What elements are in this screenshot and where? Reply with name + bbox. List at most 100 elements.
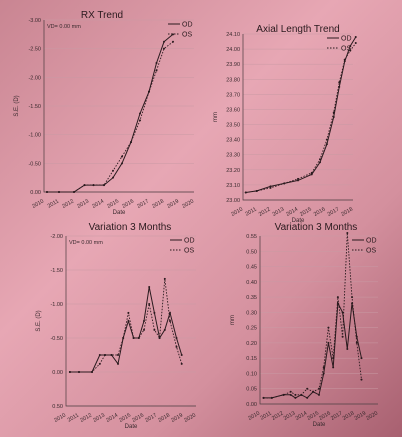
axis-line	[43, 20, 194, 193]
x-tick-label: 2017	[144, 413, 158, 424]
data-point-os	[282, 393, 285, 396]
data-point-os	[104, 354, 106, 356]
x-tick-label: 2010	[31, 199, 45, 210]
series-line-os	[245, 42, 357, 193]
data-point-os	[349, 49, 352, 52]
x-tick-label: 2016	[121, 199, 135, 210]
y-axis-label: S.E. (D)	[36, 310, 42, 331]
data-point-os	[139, 119, 141, 122]
vd-annotation: VD= 0.00 mm	[47, 24, 81, 30]
x-tick-label: 2010	[247, 411, 261, 422]
y-axis-label: S.E. (D)	[14, 95, 20, 116]
y-tick-label: 0.30	[246, 310, 257, 316]
y-tick-label: 0.55	[246, 234, 257, 240]
data-point-os	[289, 390, 292, 393]
data-point-os	[312, 390, 315, 393]
y-tick-label: 0.00	[52, 370, 63, 376]
x-axis-label: Date	[313, 422, 326, 428]
x-tick-label: 2015	[106, 199, 120, 210]
data-point-od	[269, 185, 272, 188]
legend-label-os: OS	[182, 32, 192, 39]
x-tick-label: 2016	[313, 207, 327, 218]
data-point-os	[163, 47, 165, 50]
x-tick-label: 2019	[166, 199, 180, 210]
data-point-os	[306, 387, 309, 390]
data-point-os	[262, 396, 265, 399]
data-point-os	[68, 371, 71, 373]
y-tick-label: 23.30	[226, 153, 240, 159]
data-point-od	[319, 161, 321, 164]
chart-title: RX Trend	[81, 10, 123, 21]
data-point-os	[180, 362, 183, 365]
data-point-os	[269, 186, 272, 189]
data-point-os	[73, 191, 75, 193]
data-point-os	[351, 296, 354, 299]
data-point-os	[122, 337, 125, 339]
y-tick-label: 24.10	[226, 32, 240, 38]
y-axis-label: mm	[213, 112, 219, 122]
data-point-os	[169, 320, 171, 322]
x-tick-label: 2013	[92, 413, 106, 424]
y-tick-label: 24.00	[226, 47, 240, 53]
data-point-od	[127, 320, 130, 322]
data-point-os	[297, 177, 299, 180]
x-tick-label: 2014	[105, 413, 119, 424]
y-tick-label: 23.20	[226, 168, 240, 174]
y-tick-label: -1.00	[50, 302, 63, 308]
y-tick-label: -2.50	[28, 47, 41, 53]
data-point-od	[153, 311, 156, 314]
data-point-od	[294, 396, 297, 399]
data-point-od	[349, 45, 352, 48]
x-tick-label: 2018	[340, 207, 354, 218]
data-point-os	[172, 40, 174, 43]
data-point-od	[327, 341, 330, 344]
data-point-od	[112, 176, 114, 179]
chart-4: Variation 3 Months 0.00 0.05 0.10 0.15 0.20 0.…	[230, 222, 379, 428]
data-point-os	[148, 303, 151, 305]
data-point-od	[139, 112, 141, 115]
x-tick-label: 2018	[151, 199, 165, 210]
x-tick-label: 2015	[299, 207, 313, 218]
data-point-os	[137, 337, 140, 339]
data-point-os	[58, 191, 60, 193]
data-point-os	[132, 337, 135, 339]
x-tick-label: 2010	[53, 413, 67, 424]
y-tick-label: -2.00	[28, 75, 41, 81]
y-tick-label: 0.00	[30, 190, 41, 196]
x-axis-label: Date	[292, 218, 305, 224]
x-tick-label: 2019	[170, 413, 184, 424]
data-point-os	[270, 396, 273, 399]
y-tick-label: 0.25	[246, 326, 257, 332]
data-point-os	[346, 231, 349, 234]
x-tick-label: 2011	[260, 411, 273, 422]
data-point-os	[354, 42, 357, 45]
y-tick-label: 23.90	[226, 62, 240, 68]
axis-line	[259, 236, 378, 405]
x-tick-label: 2013	[283, 411, 297, 422]
data-point-os	[130, 141, 132, 144]
legend-label-os: OS	[341, 46, 351, 53]
x-tick-label: 2017	[327, 207, 341, 218]
data-point-od	[180, 354, 183, 356]
chart-2: Axial Length Trend 23.00 23.10 23.20 23.30 23…	[213, 24, 357, 224]
data-point-os	[98, 362, 101, 365]
y-tick-label: -1.50	[50, 268, 63, 274]
legend-label-od: OD	[182, 22, 193, 29]
data-point-os	[341, 335, 344, 338]
data-point-os	[46, 191, 48, 193]
y-tick-label: 0.05	[246, 387, 257, 393]
data-point-os	[336, 296, 339, 299]
x-tick-label: 2012	[258, 207, 272, 218]
data-point-os	[92, 184, 95, 187]
y-tick-label: -2.00	[50, 234, 63, 240]
chart-title: Axial Length Trend	[256, 24, 339, 35]
y-tick-label: -0.50	[50, 336, 63, 342]
data-point-os	[294, 393, 297, 396]
data-point-os	[322, 366, 325, 369]
x-tick-label: 2016	[318, 411, 332, 422]
legend-label-od: OD	[366, 238, 377, 245]
series-line-os	[69, 278, 183, 373]
data-point-os	[244, 191, 247, 194]
x-tick-label: 2019	[354, 411, 368, 422]
